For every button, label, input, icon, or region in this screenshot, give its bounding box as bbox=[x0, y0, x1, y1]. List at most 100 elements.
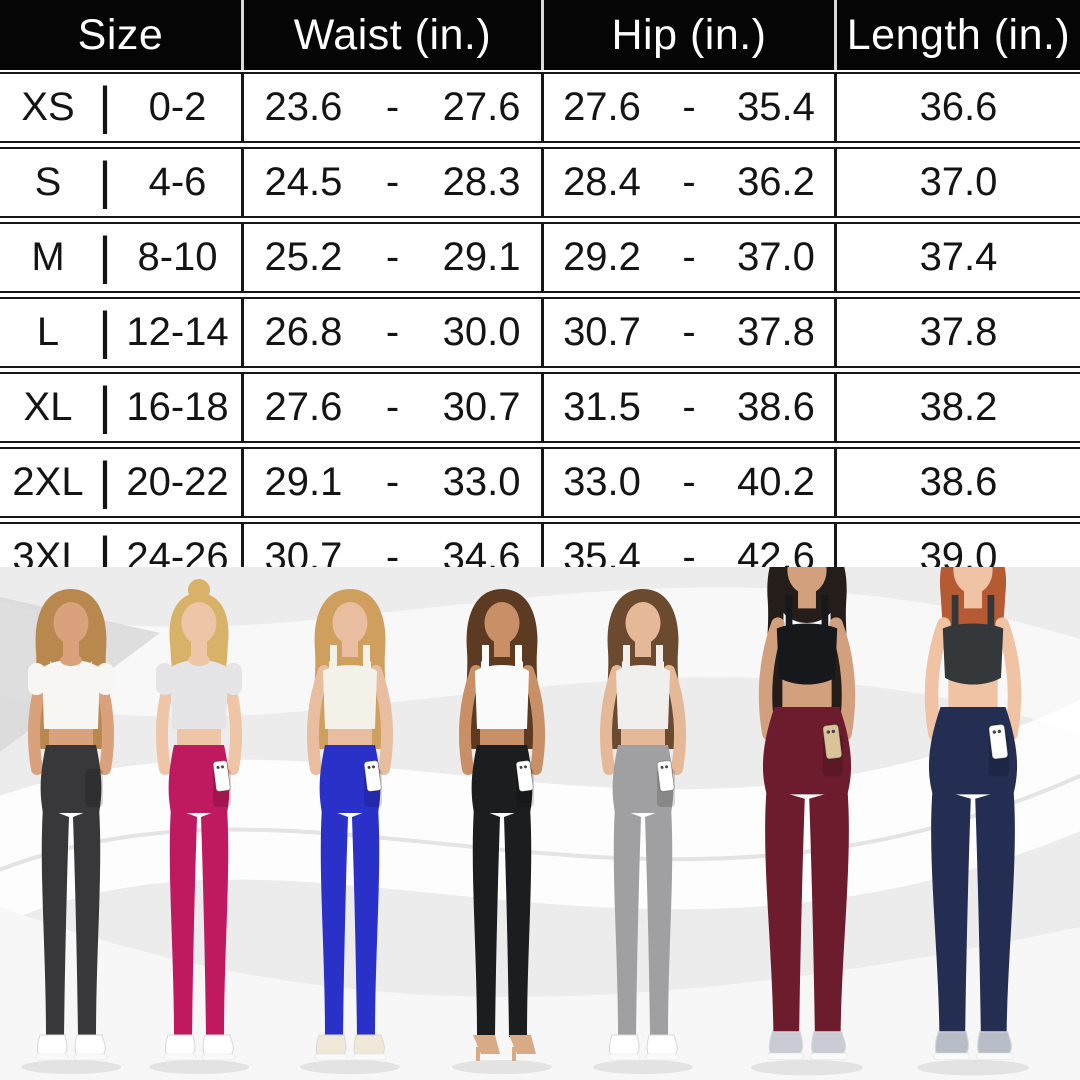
phone-icon bbox=[656, 760, 675, 792]
hip-max: 37.0 bbox=[737, 235, 815, 279]
length-value: 37.8 bbox=[919, 310, 998, 354]
model-leggings bbox=[319, 745, 381, 1037]
length-cell: 37.0 bbox=[837, 149, 1080, 216]
model-head bbox=[332, 602, 368, 644]
size-divider: | bbox=[98, 376, 112, 435]
model-head bbox=[625, 602, 661, 644]
model-top-bra bbox=[942, 594, 1004, 685]
model-arm-left bbox=[458, 665, 482, 775]
header-cell-size: Size bbox=[0, 0, 244, 70]
model-illustration bbox=[593, 589, 693, 1074]
hip-cell: 33.0 - 40.2 bbox=[544, 449, 837, 516]
hip-max: 35.4 bbox=[737, 85, 815, 129]
size-divider: | bbox=[98, 151, 112, 210]
waist-min: 23.6 bbox=[264, 85, 343, 129]
model-leggings bbox=[612, 745, 674, 1037]
model-figure-dark-gray-leggings bbox=[0, 577, 156, 1077]
model-top-bra bbox=[776, 594, 838, 685]
model-illustration bbox=[917, 567, 1029, 1076]
phone-icon bbox=[212, 760, 231, 792]
size-cell: XL | 16-18 bbox=[0, 374, 244, 441]
waist-max: 33.0 bbox=[442, 460, 521, 504]
phone-icon bbox=[822, 723, 843, 760]
model-shadow bbox=[751, 1059, 863, 1076]
model-leggings bbox=[40, 745, 102, 1037]
range-dash: - bbox=[385, 85, 400, 129]
hip-cell: 27.6 - 35.4 bbox=[544, 74, 837, 141]
waist-min: 25.2 bbox=[264, 235, 343, 279]
hip-max: 36.2 bbox=[737, 160, 815, 204]
model-sneakers bbox=[163, 1034, 236, 1061]
size-label: 2XL bbox=[12, 460, 84, 504]
size-chart-table: Size Waist (in.) Hip (in.) Length (in.) … bbox=[0, 0, 1080, 593]
hip-max: 38.6 bbox=[737, 385, 815, 429]
waist-cell: 23.6 - 27.6 bbox=[244, 74, 544, 141]
model-arm-right bbox=[663, 665, 687, 775]
hip-max: 37.8 bbox=[737, 310, 815, 354]
table-row-2xl: 2XL | 20-22 29.1 - 33.0 33.0 - 40.2 38.6 bbox=[0, 447, 1080, 518]
length-cell: 37.8 bbox=[837, 299, 1080, 366]
size-divider: | bbox=[98, 301, 112, 360]
waist-cell: 26.8 - 30.0 bbox=[244, 299, 544, 366]
model-figure-rose-red-leggings bbox=[114, 577, 284, 1077]
length-cell: 38.2 bbox=[837, 374, 1080, 441]
model-shadow bbox=[149, 1060, 249, 1074]
size-range: 12-14 bbox=[126, 310, 229, 354]
waist-cell: 29.1 - 33.0 bbox=[244, 449, 544, 516]
size-cell: M | 8-10 bbox=[0, 224, 244, 291]
hip-cell: 29.2 - 37.0 bbox=[544, 224, 837, 291]
model-heels bbox=[473, 1035, 536, 1061]
model-shadow bbox=[300, 1060, 400, 1074]
model-leggings bbox=[168, 745, 230, 1037]
model-arm-left bbox=[599, 665, 623, 775]
size-label: XS bbox=[21, 85, 75, 129]
model-figure-navy-leggings bbox=[878, 567, 1068, 1079]
size-divider: | bbox=[98, 226, 112, 285]
size-range: 8-10 bbox=[137, 235, 218, 279]
model-leggings bbox=[471, 745, 533, 1037]
model-arm-left bbox=[306, 665, 330, 775]
waist-max: 27.6 bbox=[442, 85, 521, 129]
model-sneakers bbox=[767, 1031, 848, 1061]
hip-min: 33.0 bbox=[563, 460, 641, 504]
model-head bbox=[787, 567, 827, 594]
model-top-tee bbox=[156, 654, 242, 729]
hip-cell: 28.4 - 36.2 bbox=[544, 149, 837, 216]
header-cell-length: Length (in.) bbox=[846, 10, 1071, 59]
size-range: 20-22 bbox=[126, 460, 229, 504]
models-row bbox=[0, 567, 1080, 1080]
model-head bbox=[953, 567, 993, 594]
waist-cell: 25.2 - 29.1 bbox=[244, 224, 544, 291]
header-cell-hip: Hip (in.) bbox=[544, 0, 837, 70]
length-cell: 37.4 bbox=[837, 224, 1080, 291]
hip-min: 30.7 bbox=[563, 310, 641, 354]
model-shadow bbox=[452, 1060, 552, 1074]
table-row-m: M | 8-10 25.2 - 29.1 29.2 - 37.0 37.4 bbox=[0, 222, 1080, 293]
model-illustration bbox=[751, 567, 863, 1076]
model-sneakers bbox=[933, 1031, 1014, 1061]
model-sneakers bbox=[35, 1034, 108, 1061]
range-dash: - bbox=[682, 235, 696, 279]
waist-min: 29.1 bbox=[264, 460, 343, 504]
hip-min: 28.4 bbox=[563, 160, 641, 204]
size-divider: | bbox=[98, 76, 112, 135]
size-range: 16-18 bbox=[126, 385, 229, 429]
size-cell: 2XL | 20-22 bbox=[0, 449, 244, 516]
model-figure-gray-leggings bbox=[558, 577, 728, 1077]
hip-min: 29.2 bbox=[563, 235, 641, 279]
length-cell: 36.6 bbox=[837, 74, 1080, 141]
hip-min: 31.5 bbox=[563, 385, 641, 429]
size-cell: S | 4-6 bbox=[0, 149, 244, 216]
model-top-tee bbox=[28, 654, 114, 729]
model-sneakers bbox=[607, 1034, 680, 1061]
model-shadow bbox=[917, 1059, 1029, 1076]
table-header-row: Size Waist (in.) Hip (in.) Length (in.) bbox=[0, 0, 1080, 70]
hip-cell: 30.7 - 37.8 bbox=[544, 299, 837, 366]
waist-max: 29.1 bbox=[442, 235, 521, 279]
length-value: 36.6 bbox=[919, 85, 998, 129]
phone-icon bbox=[363, 760, 382, 792]
waist-cell: 27.6 - 30.7 bbox=[244, 374, 544, 441]
side-pocket bbox=[85, 769, 103, 807]
length-cell: 38.6 bbox=[837, 449, 1080, 516]
